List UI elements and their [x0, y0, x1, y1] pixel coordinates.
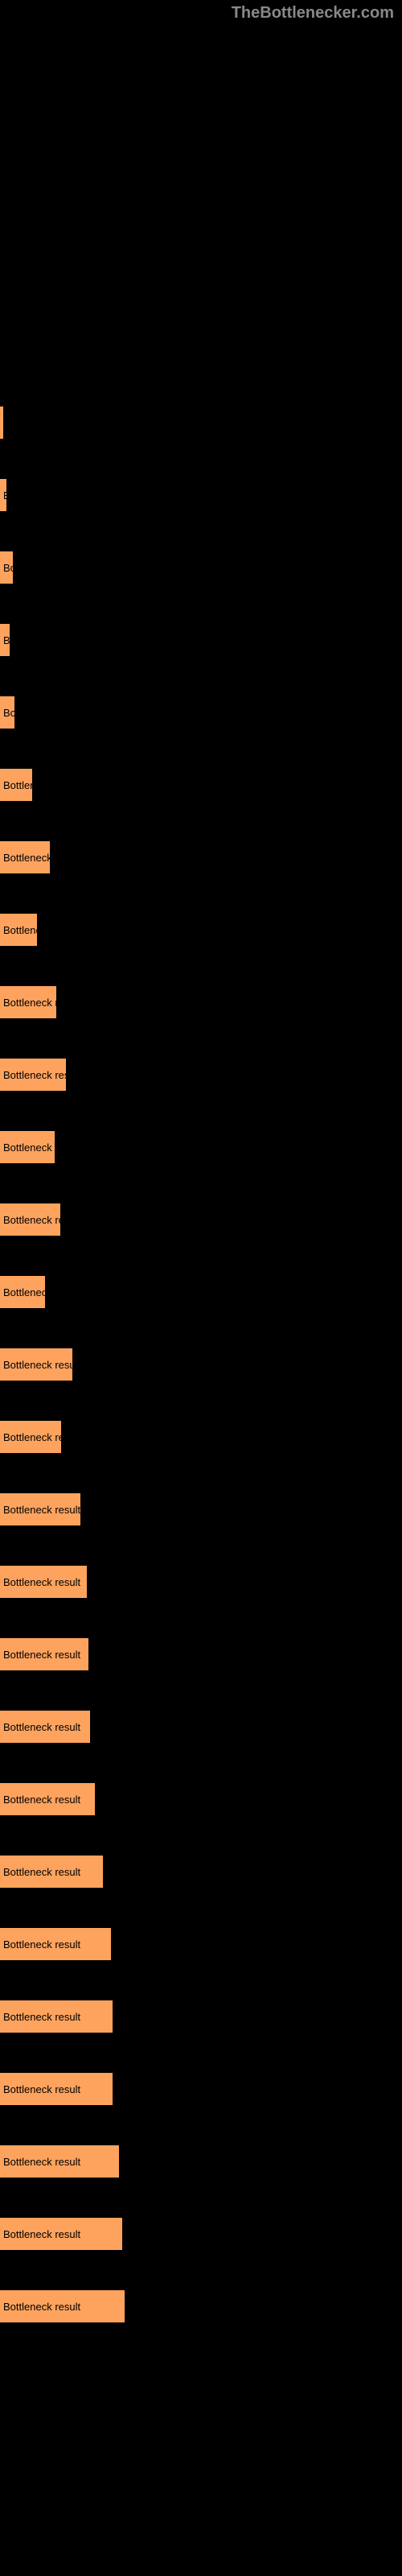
bar-label: Bottleneck result: [3, 1794, 80, 1806]
bar-row: Bottleneck result: [0, 1707, 402, 1747]
bar-row: Bottlene: [0, 910, 402, 950]
bar-fill: Bottleneck result: [0, 2145, 119, 2178]
bar-row: Bottleneck result: [0, 1852, 402, 1892]
bar-fill: Bo: [0, 696, 14, 729]
bar-fill: Bottleneck re: [0, 1131, 55, 1163]
bar-row: Bottlen: [0, 765, 402, 805]
bar-row: Bottleneck result: [0, 1344, 402, 1385]
bar-fill: Bottleneck res: [0, 1203, 60, 1236]
bar-row: Bottleneck result: [0, 2286, 402, 2326]
bar-fill: Bottleneck re: [0, 986, 56, 1018]
bar-row: Bottleneck res: [0, 1417, 402, 1457]
bar-label: Bottleneck: [3, 1286, 45, 1298]
bar-row: [0, 402, 402, 443]
bar-label: Bottleneck resul: [3, 1069, 66, 1081]
bar-fill: B: [0, 624, 10, 656]
bar-fill: Bottlene: [0, 914, 37, 946]
bar-fill: Bottleneck result: [0, 1783, 95, 1815]
bar-label: B: [3, 489, 6, 502]
bar-label: Bottleneck result: [3, 1504, 80, 1516]
bar-fill: Bo: [0, 551, 13, 584]
bar-fill: [0, 407, 3, 439]
bar-label: Bottleneck result: [3, 1866, 80, 1878]
bar-label: Bo: [3, 707, 14, 719]
bar-label: Bottleneck res: [3, 1214, 60, 1226]
bar-fill: Bottleneck result: [0, 1566, 87, 1598]
bar-row: Bo: [0, 692, 402, 733]
bar-label: Bo: [3, 562, 13, 574]
bar-label: Bottlen: [3, 779, 32, 791]
watermark-text: TheBottlenecker.com: [232, 4, 394, 23]
bar-fill: Bottleneck result: [0, 2073, 113, 2105]
bar-row: Bottleneck result: [0, 1924, 402, 1964]
bar-label: Bottleneck re: [3, 997, 56, 1009]
bar-fill: Bottleneck result: [0, 2290, 125, 2322]
bar-row: Bottleneck r: [0, 837, 402, 877]
bar-row: B: [0, 475, 402, 515]
bar-label: Bottleneck result: [3, 1359, 72, 1371]
bar-chart: B Bo B Bo Bottlen Bottleneck r Bottlene Bottlen…: [0, 0, 402, 2326]
bar-row: Bottleneck: [0, 1272, 402, 1312]
bar-fill: Bottleneck: [0, 1276, 45, 1308]
bar-row: Bo: [0, 547, 402, 588]
bar-fill: Bottleneck r: [0, 841, 50, 873]
bar-row: Bottleneck result: [0, 1634, 402, 1674]
bar-row: Bottleneck re: [0, 1127, 402, 1167]
bar-label: Bottleneck result: [3, 2156, 80, 2168]
bar-fill: Bottleneck result: [0, 1638, 88, 1670]
bar-label: Bottleneck re: [3, 1141, 55, 1154]
bar-label: Bottleneck result: [3, 2011, 80, 2023]
bar-label: Bottleneck res: [3, 1431, 61, 1443]
bar-fill: Bottleneck result: [0, 2218, 122, 2250]
bar-fill: Bottleneck result: [0, 1856, 103, 1888]
bar-row: B: [0, 620, 402, 660]
bar-label: Bottleneck result: [3, 1576, 80, 1588]
bar-row: Bottleneck result: [0, 1996, 402, 2037]
bar-row: Bottleneck res: [0, 1199, 402, 1240]
bar-row: Bottleneck result: [0, 1779, 402, 1819]
bar-row: Bottleneck result: [0, 2141, 402, 2182]
bar-label: Bottlene: [3, 924, 37, 936]
bar-label: Bottleneck r: [3, 852, 50, 864]
bar-fill: Bottleneck res: [0, 1421, 61, 1453]
bar-row: Bottleneck result: [0, 2069, 402, 2109]
bar-label: Bottleneck result: [3, 1938, 80, 1951]
bar-fill: Bottleneck result: [0, 1493, 80, 1525]
bar-label: Bottleneck result: [3, 2301, 80, 2313]
bar-fill: B: [0, 479, 6, 511]
bar-fill: Bottleneck result: [0, 1348, 72, 1381]
bar-row: Bottleneck re: [0, 982, 402, 1022]
bar-row: Bottleneck resul: [0, 1055, 402, 1095]
bar-fill: Bottleneck resul: [0, 1059, 66, 1091]
bar-row: Bottleneck result: [0, 2214, 402, 2254]
bar-row: Bottleneck result: [0, 1489, 402, 1530]
bar-label: Bottleneck result: [3, 2228, 80, 2240]
bar-fill: Bottleneck result: [0, 2000, 113, 2033]
bar-row: Bottleneck result: [0, 1562, 402, 1602]
bar-label: Bottleneck result: [3, 1649, 80, 1661]
bar-fill: Bottleneck result: [0, 1928, 111, 1960]
bar-label: B: [3, 634, 10, 646]
bar-label: Bottleneck result: [3, 1721, 80, 1733]
bar-label: Bottleneck result: [3, 2083, 80, 2095]
bar-fill: Bottlen: [0, 769, 32, 801]
bar-fill: Bottleneck result: [0, 1711, 90, 1743]
